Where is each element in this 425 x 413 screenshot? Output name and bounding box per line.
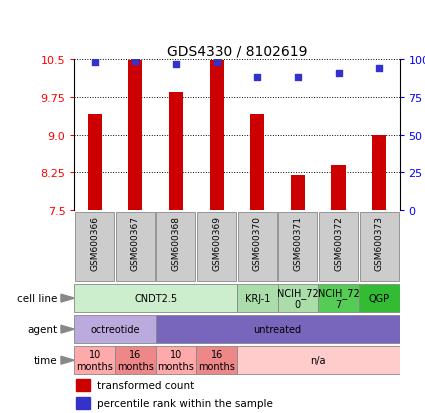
Bar [197,212,236,282]
Text: QGP: QGP [368,293,390,304]
Text: octreotide: octreotide [90,324,140,335]
Bar [318,284,359,313]
Text: percentile rank within the sample: percentile rank within the sample [96,398,272,408]
Text: time: time [34,355,57,366]
Bar [74,346,115,375]
Bar [278,284,318,313]
Text: KRJ-1: KRJ-1 [244,293,270,304]
Title: GDS4330 / 8102619: GDS4330 / 8102619 [167,45,307,59]
Polygon shape [61,325,74,333]
Bar [210,60,224,211]
Text: GSM600368: GSM600368 [171,216,181,271]
Bar [238,212,277,282]
Text: GSM600370: GSM600370 [253,216,262,271]
Text: n/a: n/a [311,355,326,366]
Bar [291,176,305,211]
Bar [332,165,346,211]
Bar [75,212,114,282]
Text: cell line: cell line [17,293,57,304]
Bar [250,115,264,211]
Polygon shape [61,356,74,364]
Point [132,58,139,65]
Bar [319,212,358,282]
Bar [76,379,90,391]
Bar [359,284,400,313]
Point [213,59,220,66]
Point [91,59,98,66]
Point [295,75,301,81]
Bar [128,60,142,211]
Text: GSM600366: GSM600366 [90,216,99,271]
Text: 10
months: 10 months [76,349,113,371]
Bar [74,315,156,344]
Bar [372,135,386,211]
Bar [196,346,237,375]
Point [335,70,342,77]
Bar [156,315,400,344]
Bar [237,284,278,313]
Bar [115,346,156,375]
Bar [156,212,196,282]
Text: NCIH_72
0: NCIH_72 0 [277,287,319,310]
Polygon shape [61,294,74,302]
Text: transformed count: transformed count [96,380,194,390]
Bar [88,115,102,211]
Bar [76,396,90,409]
Text: GSM600369: GSM600369 [212,216,221,271]
Text: GSM600367: GSM600367 [131,216,140,271]
Text: CNDT2.5: CNDT2.5 [134,293,177,304]
Bar [237,346,400,375]
Point [173,61,179,68]
Text: GSM600372: GSM600372 [334,216,343,271]
Text: 10
months: 10 months [158,349,194,371]
Text: agent: agent [27,324,57,335]
Text: GSM600373: GSM600373 [375,216,384,271]
Bar [156,346,196,375]
Text: GSM600371: GSM600371 [293,216,303,271]
Text: untreated: untreated [254,324,302,335]
Bar [360,212,399,282]
Text: NCIH_72
7: NCIH_72 7 [317,287,360,310]
Bar [169,93,183,211]
Point [376,66,382,72]
Bar [116,212,155,282]
Text: 16
months: 16 months [198,349,235,371]
Bar [74,284,237,313]
Bar [278,212,317,282]
Text: 16
months: 16 months [117,349,154,371]
Point [254,75,261,81]
